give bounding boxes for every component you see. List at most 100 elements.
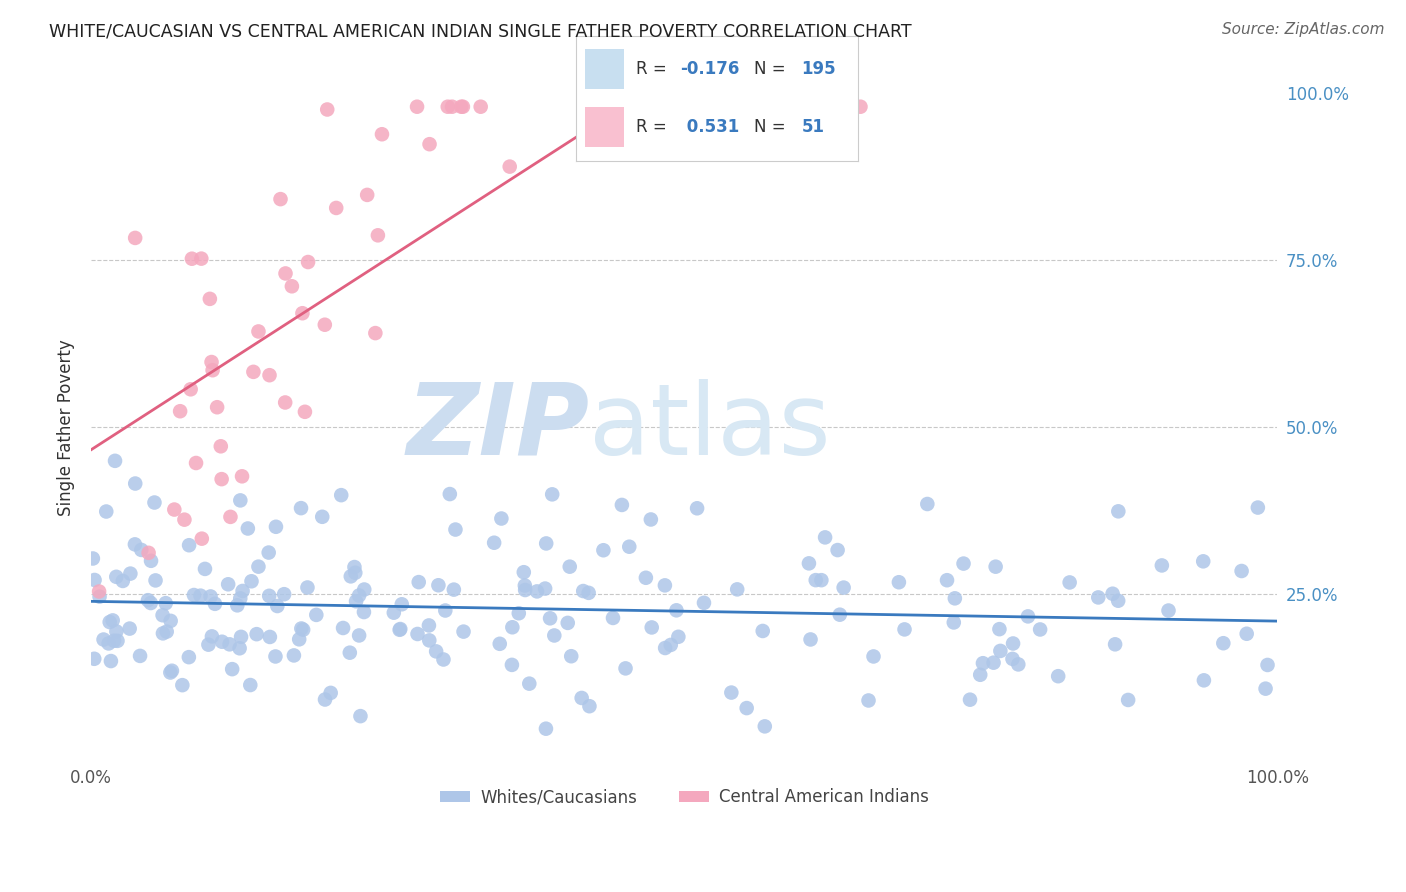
Point	[1087, 591, 1109, 605]
Point	[353, 582, 375, 597]
Point	[259, 630, 281, 644]
Point	[183, 588, 205, 602]
Point	[139, 554, 162, 568]
Text: atlas: atlas	[589, 379, 831, 475]
Point	[198, 292, 221, 306]
Text: 195: 195	[801, 61, 837, 78]
Point	[138, 546, 160, 560]
Point	[247, 559, 270, 574]
Point	[470, 100, 492, 114]
Point	[1192, 673, 1215, 688]
Point	[159, 614, 181, 628]
Point	[290, 501, 312, 516]
Point	[229, 591, 252, 606]
Point	[124, 231, 146, 245]
Point	[217, 577, 239, 591]
Point	[406, 627, 429, 641]
Point	[111, 574, 134, 588]
Point	[735, 701, 758, 715]
Point	[541, 487, 564, 501]
Point	[1059, 575, 1081, 590]
Point	[720, 685, 742, 699]
Text: Source: ZipAtlas.com: Source: ZipAtlas.com	[1222, 22, 1385, 37]
Point	[242, 365, 264, 379]
Point	[659, 638, 682, 652]
Point	[201, 363, 224, 377]
Point	[177, 538, 200, 552]
Point	[1257, 657, 1279, 672]
Point	[827, 543, 849, 558]
Point	[538, 611, 561, 625]
Point	[517, 676, 540, 690]
Point	[1192, 554, 1215, 568]
Point	[614, 661, 637, 675]
Point	[943, 591, 966, 606]
Point	[246, 627, 269, 641]
Point	[204, 597, 226, 611]
Point	[619, 540, 641, 554]
Point	[499, 160, 522, 174]
Point	[209, 439, 232, 453]
Point	[515, 582, 537, 597]
Point	[482, 535, 505, 549]
Point	[129, 648, 152, 663]
Point	[560, 649, 582, 664]
Point	[180, 252, 202, 266]
Point	[343, 560, 366, 574]
Point	[436, 100, 458, 114]
Point	[988, 622, 1011, 636]
Point	[1150, 558, 1173, 573]
Point	[491, 511, 513, 525]
Point	[316, 103, 339, 117]
Point	[257, 545, 280, 559]
Point	[814, 530, 837, 544]
Point	[686, 501, 709, 516]
Point	[257, 589, 280, 603]
Point	[152, 608, 174, 623]
Point	[356, 187, 378, 202]
Point	[654, 640, 676, 655]
Point	[990, 644, 1012, 658]
Point	[427, 578, 450, 592]
Point	[266, 599, 288, 613]
Text: R =: R =	[636, 118, 666, 136]
Point	[200, 355, 222, 369]
Point	[959, 692, 981, 706]
Point	[654, 578, 676, 592]
Point	[952, 557, 974, 571]
Point	[97, 636, 120, 650]
Point	[508, 607, 530, 621]
Point	[194, 562, 217, 576]
Point	[311, 509, 333, 524]
Point	[443, 582, 465, 597]
Point	[534, 536, 557, 550]
Text: N =: N =	[754, 118, 785, 136]
Text: 0.531: 0.531	[681, 118, 738, 136]
Point	[434, 603, 457, 617]
Point	[274, 267, 297, 281]
Point	[406, 100, 429, 114]
Point	[160, 664, 183, 678]
Point	[388, 623, 411, 637]
Point	[344, 594, 367, 608]
Point	[89, 590, 111, 604]
Point	[513, 565, 536, 579]
Point	[273, 587, 295, 601]
Point	[513, 578, 536, 592]
Point	[858, 693, 880, 707]
Point	[754, 719, 776, 733]
Point	[294, 405, 316, 419]
Point	[1002, 636, 1025, 650]
Point	[353, 605, 375, 619]
Point	[418, 618, 440, 632]
Point	[799, 632, 821, 647]
Point	[1047, 669, 1070, 683]
Point	[239, 678, 262, 692]
Point	[283, 648, 305, 663]
Point	[917, 497, 939, 511]
Point	[572, 584, 595, 599]
Point	[143, 495, 166, 509]
Point	[810, 573, 832, 587]
Point	[98, 615, 121, 629]
Point	[1212, 636, 1234, 650]
